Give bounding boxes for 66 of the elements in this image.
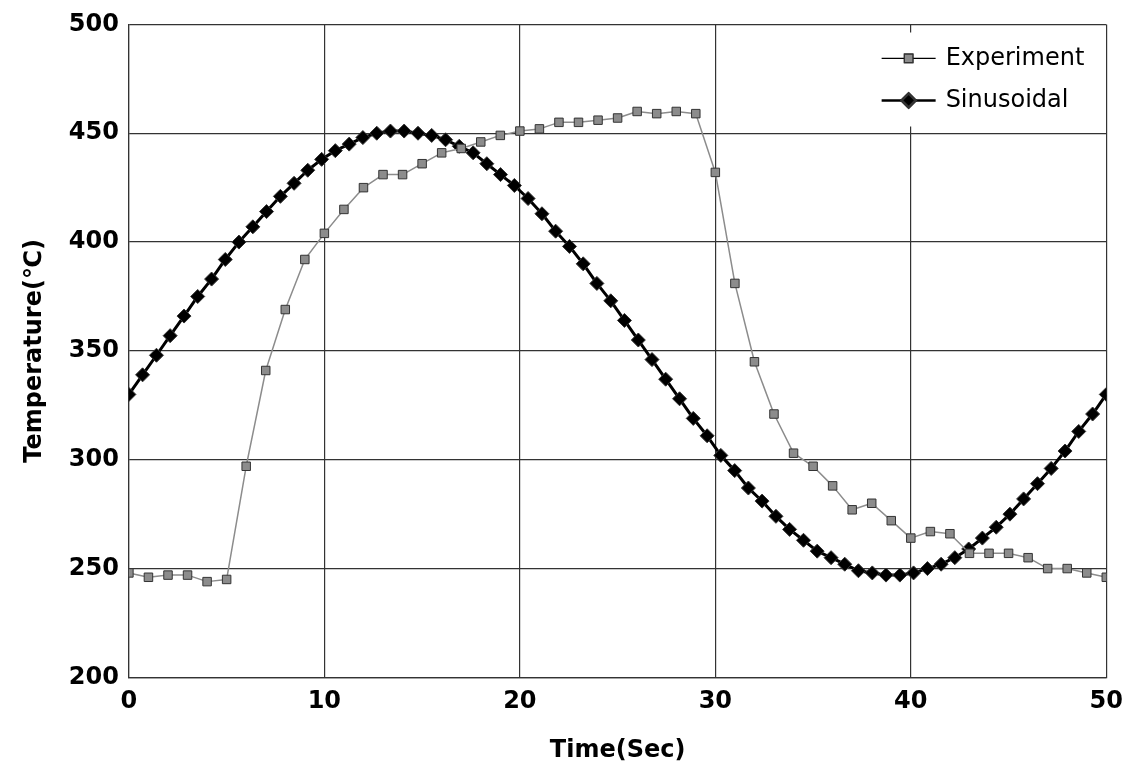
point [1062,563,1072,574]
x-tick-label: 30 [698,686,733,715]
y-tick-label: 250 [68,552,119,581]
point [378,169,388,180]
point [260,365,271,376]
point [554,117,564,128]
point [964,548,975,559]
point [945,529,955,539]
y-tick-label: 500 [68,8,119,37]
x-tick-label: 40 [894,686,928,715]
point [651,108,662,119]
point [906,533,916,543]
point [769,409,779,419]
point [397,169,408,180]
point [984,548,994,559]
point [827,481,838,491]
point [319,228,330,239]
point [1082,568,1092,578]
point [808,461,818,472]
point [221,574,232,585]
point [182,570,193,580]
y-tick-label: 300 [68,443,119,472]
point [163,570,173,580]
point [436,148,447,158]
point [417,158,427,169]
point [534,124,545,134]
point [358,182,369,193]
point [495,130,506,141]
point [143,572,154,583]
point [1023,552,1033,563]
point [300,254,310,265]
point [202,576,212,587]
x-tick-label: 10 [307,686,342,715]
point [573,117,584,128]
y-tick-label: 350 [68,335,119,364]
point [339,204,349,215]
point [515,126,525,136]
y-tick-label: 400 [68,226,119,255]
point [280,304,291,315]
x-axis-title: Time(Sec) [549,734,686,763]
x-tick-label: 50 [1089,686,1123,715]
point [710,167,721,178]
point [612,113,623,123]
point [730,278,740,289]
legend-label: Sinusoidal [945,84,1069,113]
point [476,137,486,147]
point [788,448,799,458]
legend-label: Experiment [945,42,1085,71]
point [749,357,760,367]
y-axis-title: Temperature(℃) [18,239,47,463]
point [1003,548,1014,559]
point [593,115,603,125]
y-tick-label: 450 [68,117,119,146]
point [632,106,642,117]
y-tick-label: 200 [68,661,119,690]
point [1042,563,1053,574]
x-tick-label: 20 [503,686,537,715]
x-tick-label: 0 [120,686,138,715]
point [456,143,466,154]
point [866,498,877,509]
point [671,106,681,117]
point [886,515,897,526]
point [925,526,936,537]
point [847,505,857,515]
point [691,108,701,119]
point [241,461,251,472]
